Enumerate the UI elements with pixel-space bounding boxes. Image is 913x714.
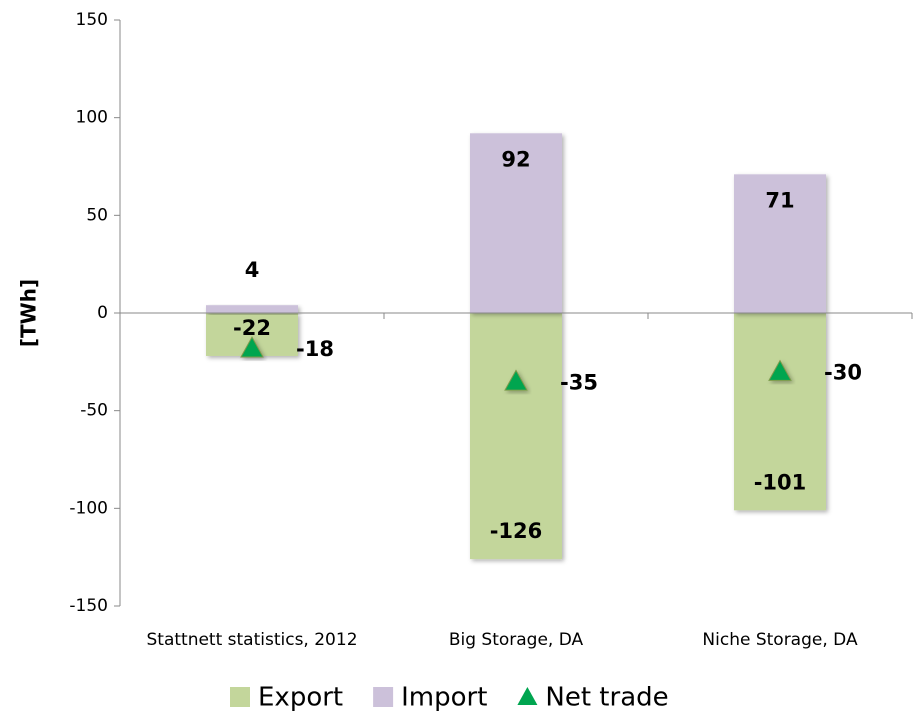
data-label: -35 [560,370,598,394]
net-trade-marker [240,336,264,358]
bar [734,174,826,313]
data-label: 71 [765,188,794,212]
bar [470,133,562,313]
bar [206,305,298,313]
data-label: 92 [501,147,530,171]
y-axis-label: [TWh] [17,279,41,347]
y-tick-label: -100 [69,498,108,518]
y-tick-label: 0 [97,303,108,323]
data-label: -30 [824,361,862,385]
data-label: 4 [245,258,260,282]
legend-swatch [230,687,250,707]
net-trade-marker [768,359,792,381]
data-label: -126 [490,519,543,543]
legend-swatch [373,687,394,707]
data-label: -22 [233,316,271,340]
data-label: -18 [296,337,334,361]
y-tick-label: -50 [80,401,108,421]
x-tick-label: Big Storage, DA [449,630,584,650]
bar [470,313,562,560]
x-tick-label: Stattnett statistics, 2012 [146,630,357,650]
bar [734,313,826,511]
legend-marker [517,687,538,705]
y-tick-label: 150 [76,10,108,30]
y-tick-label: -150 [69,596,108,616]
data-label: -101 [754,470,807,494]
y-tick-label: 100 [76,108,108,128]
x-tick-label: Niche Storage, DA [702,630,858,650]
y-tick-label: 50 [86,205,108,225]
legend-label: Net trade [545,683,668,713]
legend-label: Export [258,683,343,713]
legend-label: Import [401,683,487,713]
net-trade-marker [504,369,528,391]
